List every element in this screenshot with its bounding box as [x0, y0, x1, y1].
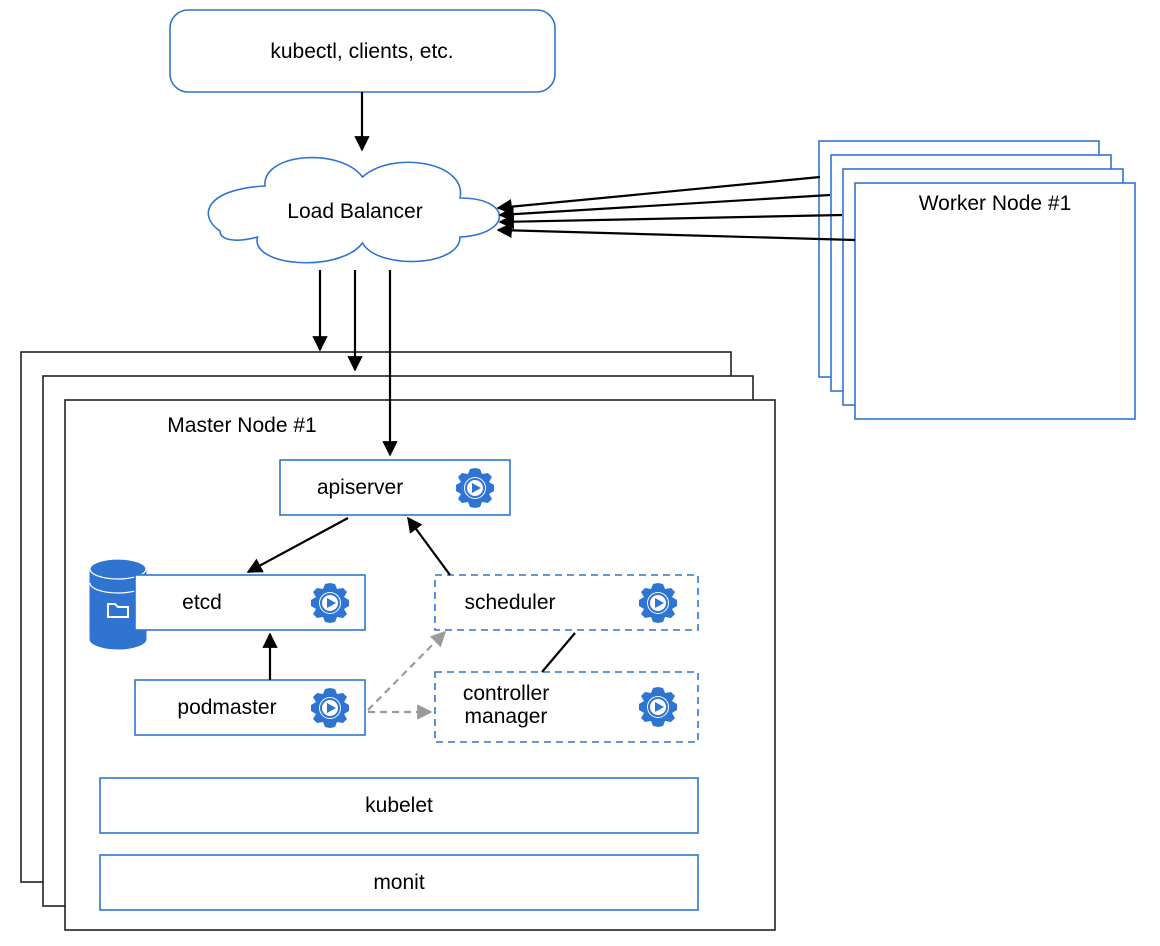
- svg-text:Master Node #1: Master Node #1: [167, 414, 316, 437]
- worker-node-card-0: [855, 183, 1135, 419]
- svg-text:manager: manager: [465, 705, 548, 728]
- controller-manager-gear-icon: [639, 687, 677, 727]
- edge-worker2-to-lb: [500, 195, 830, 215]
- svg-text:podmaster: podmaster: [177, 696, 276, 719]
- svg-text:controller: controller: [463, 682, 549, 705]
- svg-text:monit: monit: [373, 871, 425, 894]
- edge-worker1-to-lb: [498, 177, 820, 208]
- svg-text:Worker Node #1: Worker Node #1: [919, 192, 1072, 215]
- svg-text:scheduler: scheduler: [464, 591, 555, 614]
- svg-text:kubelet: kubelet: [365, 794, 433, 817]
- scheduler-gear-icon: [639, 583, 677, 623]
- svg-text:Load Balancer: Load Balancer: [287, 200, 422, 223]
- etcd-gear-icon: [311, 583, 349, 623]
- svg-text:kubectl, clients, etc.: kubectl, clients, etc.: [270, 40, 453, 63]
- edge-worker4-to-lb: [498, 230, 855, 240]
- edge-worker3-to-lb: [500, 215, 842, 222]
- svg-text:apiserver: apiserver: [317, 476, 403, 499]
- apiserver-gear-icon: [456, 468, 494, 508]
- svg-text:etcd: etcd: [182, 591, 222, 614]
- architecture-diagram: kubectl, clients, etc. Worker Node #1 Mast…: [0, 0, 1160, 946]
- podmaster-gear-icon: [311, 688, 349, 728]
